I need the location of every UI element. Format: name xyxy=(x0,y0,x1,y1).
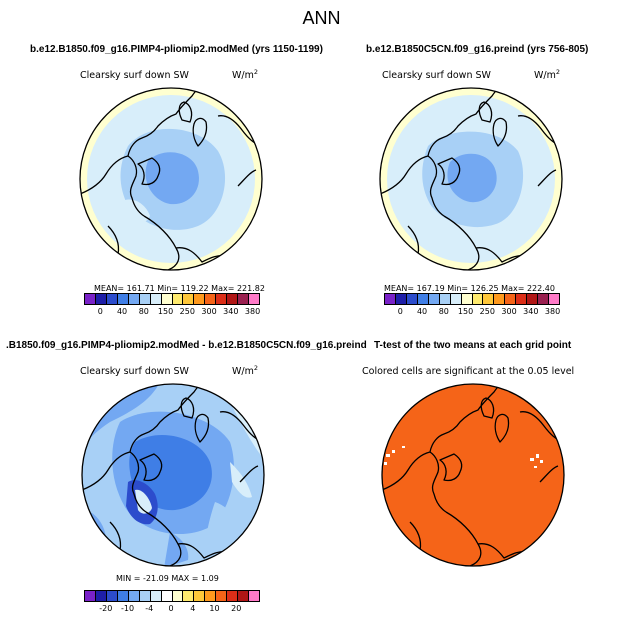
colorbar-tick-label: 300 xyxy=(201,307,217,316)
colorbar-swatch xyxy=(161,294,173,304)
panel1-colorbar-ticks: 0 40 80 150 250 300 340 380 xyxy=(84,307,261,317)
colorbar-swatch xyxy=(172,591,184,601)
panel2-colorbar-ticks: 0 40 80 150 250 300 340 380 xyxy=(384,307,561,317)
colorbar-swatch xyxy=(85,294,96,304)
colorbar-tick-label: 150 xyxy=(457,307,474,316)
colorbar-swatch xyxy=(527,294,539,304)
panel3-colorbar-ticks: -20 -10 -4 0 4 10 20 xyxy=(84,604,258,614)
colorbar-swatch xyxy=(117,591,129,601)
colorbar-tick-label: 150 xyxy=(157,307,174,316)
colorbar-swatch xyxy=(106,591,118,601)
colorbar-swatch xyxy=(483,294,495,304)
panel2-variable: Clearsky surf down SW xyxy=(382,70,491,81)
colorbar-tick-label: -4 xyxy=(145,604,154,613)
colorbar-swatch xyxy=(95,294,107,304)
panel2-units: W/m2 xyxy=(534,68,560,82)
colorbar-tick-label: 80 xyxy=(138,307,149,316)
colorbar-tick-label: 340 xyxy=(523,307,539,316)
colorbar-swatch xyxy=(549,294,559,304)
colorbar-swatch xyxy=(150,591,162,601)
panel3-units: W/m2 xyxy=(232,364,258,378)
colorbar-swatch xyxy=(139,591,151,601)
colorbar-swatch xyxy=(238,591,250,601)
colorbar-tick-label: 0 xyxy=(397,307,403,316)
colorbar-swatch xyxy=(461,294,473,304)
colorbar-tick-label: 10 xyxy=(209,604,220,613)
colorbar-swatch xyxy=(385,294,396,304)
panel4-polar-map xyxy=(381,383,565,567)
colorbar-swatch xyxy=(417,294,429,304)
colorbar-swatch xyxy=(172,294,184,304)
colorbar-tick-label: 0 xyxy=(168,604,174,613)
colorbar-tick-label: -20 xyxy=(99,604,113,613)
colorbar-swatch xyxy=(128,294,140,304)
colorbar-tick-label: 250 xyxy=(479,307,495,316)
colorbar-swatch xyxy=(205,591,217,601)
colorbar-swatch xyxy=(406,294,418,304)
colorbar-swatch xyxy=(472,294,484,304)
colorbar-swatch xyxy=(117,294,129,304)
panel1-units: W/m2 xyxy=(232,68,258,82)
colorbar-tick-label: 380 xyxy=(544,307,561,316)
colorbar-swatch xyxy=(238,294,250,304)
colorbar-swatch xyxy=(161,591,173,601)
colorbar-swatch xyxy=(227,591,239,601)
panel3-stats: MIN = -21.09 MAX = 1.09 xyxy=(116,574,219,583)
colorbar-tick-label: 380 xyxy=(244,307,261,316)
colorbar-tick-label: 0 xyxy=(97,307,103,316)
panel2-stats: MEAN= 167.19 Min= 126.25 Max= 222.40 xyxy=(384,284,555,293)
panel2-polar-map xyxy=(379,87,563,271)
figure-title: ANN xyxy=(302,8,341,28)
colorbar-tick-label: 340 xyxy=(223,307,239,316)
panel3-colorbar xyxy=(84,590,260,602)
colorbar-swatch xyxy=(128,591,140,601)
panel1-stats: MEAN= 161.71 Min= 119.22 Max= 221.82 xyxy=(94,284,265,293)
panel2-title: b.e12.B1850C5CN.f09_g16.preind (yrs 756-… xyxy=(366,44,589,55)
colorbar-tick-label: 300 xyxy=(501,307,517,316)
colorbar-swatch xyxy=(428,294,440,304)
panel3-title: .B1850.f09_g16.PIMP4-pliomip2.modMed - b… xyxy=(6,340,367,351)
colorbar-swatch xyxy=(106,294,118,304)
colorbar-swatch xyxy=(505,294,517,304)
colorbar-swatch xyxy=(183,294,195,304)
panel1-polar-map xyxy=(79,87,263,271)
colorbar-swatch xyxy=(249,591,259,601)
colorbar-swatch xyxy=(249,294,259,304)
panel1-variable: Clearsky surf down SW xyxy=(80,70,189,81)
colorbar-swatch xyxy=(494,294,506,304)
panel2-colorbar xyxy=(384,293,560,305)
colorbar-swatch xyxy=(205,294,217,304)
colorbar-swatch xyxy=(439,294,451,304)
colorbar-swatch xyxy=(194,294,206,304)
colorbar-swatch xyxy=(450,294,462,304)
colorbar-swatch xyxy=(150,294,162,304)
colorbar-tick-label: 250 xyxy=(179,307,195,316)
colorbar-swatch xyxy=(538,294,550,304)
colorbar-tick-label: 40 xyxy=(416,307,428,316)
colorbar-swatch xyxy=(216,294,228,304)
colorbar-tick-label: 40 xyxy=(116,307,128,316)
colorbar-swatch xyxy=(395,294,407,304)
colorbar-tick-label: 20 xyxy=(231,604,242,613)
colorbar-tick-label: 4 xyxy=(190,604,196,613)
panel1-title: b.e12.B1850.f09_g16.PIMP4-pliomip2.modMe… xyxy=(30,44,323,55)
colorbar-tick-label: -10 xyxy=(120,604,135,613)
panel1-colorbar xyxy=(84,293,260,305)
colorbar-swatch xyxy=(95,591,107,601)
colorbar-swatch xyxy=(85,591,96,601)
colorbar-swatch xyxy=(516,294,528,304)
colorbar-tick-label: 80 xyxy=(438,307,449,316)
panel4-variable: Colored cells are significant at the 0.0… xyxy=(362,366,575,377)
colorbar-swatch xyxy=(194,591,206,601)
panel4-title: T-test of the two means at each grid poi… xyxy=(374,340,572,351)
panel3-polar-map xyxy=(81,383,265,567)
colorbar-swatch xyxy=(183,591,195,601)
colorbar-swatch xyxy=(139,294,151,304)
panel3-variable: Clearsky surf down SW xyxy=(80,366,189,377)
colorbar-swatch xyxy=(227,294,239,304)
colorbar-swatch xyxy=(216,591,228,601)
